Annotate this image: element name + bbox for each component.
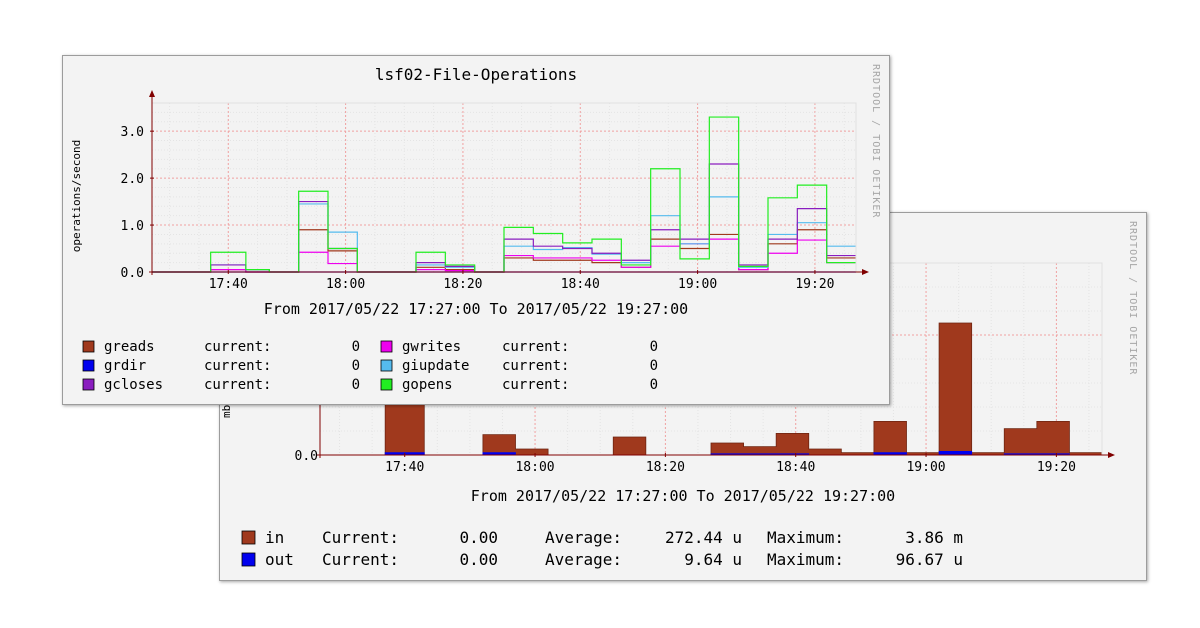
legend-current-label: current: (204, 339, 271, 355)
file-operations-graph-panel: lsf02-File-Operations RRDTOOL / TOBI OET… (62, 55, 890, 405)
x-axis-arrow (862, 269, 869, 275)
legend-name: greads (104, 339, 155, 355)
watermark: RRDTOOL / TOBI OETIKER (870, 64, 881, 218)
legend-swatch (380, 340, 393, 353)
time-range: From 2017/05/22 17:27:00 To 2017/05/22 1… (471, 487, 895, 505)
legend-swatch (82, 340, 95, 353)
y-tick-label: 3.0 (121, 125, 144, 140)
chart-title: lsf02-File-Operations (375, 65, 577, 84)
x-tick-label: 19:20 (1037, 460, 1076, 475)
legend-name: grdir (104, 358, 146, 374)
legend-current-label: Current: (322, 528, 399, 547)
legend-current-label: current: (204, 358, 271, 374)
legend-name: out (265, 550, 294, 569)
legend: greads current: 0 grdir current: 0 gcloses curr… (82, 339, 658, 393)
x-tick-label: 19:20 (795, 277, 834, 292)
x-tick-label: 18:00 (515, 460, 554, 475)
x-tick-label: 19:00 (678, 277, 717, 292)
legend-swatch (82, 359, 95, 372)
legend-current-label: Current: (322, 550, 399, 569)
x-tick-label: 18:40 (561, 277, 600, 292)
x-tick-label: 17:40 (385, 460, 424, 475)
x-tick-label: 18:20 (443, 277, 482, 292)
legend-swatch (380, 359, 393, 372)
legend-current-value: 0.00 (459, 550, 498, 569)
legend: in Current: 0.00 Average: 272.44 u Maximum: 3.… (241, 528, 963, 569)
legend-current-label: current: (204, 377, 271, 393)
legend-current-value: 0 (352, 358, 360, 374)
legend-maximum-value: 96.67 u (896, 550, 963, 569)
legend-current-value: 0 (650, 339, 658, 355)
file-operations-graph: lsf02-File-Operations RRDTOOL / TOBI OET… (70, 64, 881, 393)
x-tick-label: 17:40 (209, 277, 248, 292)
legend-current-value: 0 (352, 339, 360, 355)
legend-name: gopens (402, 377, 453, 393)
y-tick-label: 1.0 (121, 219, 144, 234)
x-axis-arrow (1108, 452, 1115, 458)
y-axis-label: mb (220, 405, 233, 418)
legend-average-label: Average: (545, 550, 622, 569)
legend-current-label: current: (502, 339, 569, 355)
axes: 17:40 18:00 18:20 18:40 19:00 19:20 0.0 1.0 2.0 3… (121, 90, 869, 292)
legend-maximum-label: Maximum: (767, 528, 844, 547)
legend-swatch (82, 378, 95, 391)
legend-swatch (380, 378, 393, 391)
legend-name: gcloses (104, 377, 163, 393)
legend-current-value: 0 (352, 377, 360, 393)
y-axis-arrow (149, 90, 155, 97)
x-tick-label: 18:20 (646, 460, 685, 475)
legend-current-value: 0 (650, 377, 658, 393)
legend-name: giupdate (402, 358, 469, 374)
time-range: From 2017/05/22 17:27:00 To 2017/05/22 1… (264, 300, 688, 318)
legend-current-label: current: (502, 377, 569, 393)
y-tick-label: 0.0 (295, 449, 318, 464)
watermark: RRDTOOL / TOBI OETIKER (1127, 221, 1138, 375)
legend-maximum-value: 3.86 m (905, 528, 963, 547)
y-axis-label: operations/second (70, 140, 83, 253)
y-tick-label: 2.0 (121, 172, 144, 187)
legend-current-value: 0 (650, 358, 658, 374)
legend-average-label: Average: (545, 528, 622, 547)
legend-name: in (265, 528, 284, 547)
series-area-in (320, 322, 1103, 456)
legend-swatch (241, 530, 256, 545)
legend-swatch (241, 552, 256, 567)
legend-average-value: 9.64 u (684, 550, 742, 569)
legend-current-label: current: (502, 358, 569, 374)
x-tick-label: 19:00 (906, 460, 945, 475)
x-tick-label: 18:00 (326, 277, 365, 292)
x-tick-label: 18:40 (776, 460, 815, 475)
y-tick-label: 0.0 (121, 266, 144, 281)
legend-average-value: 272.44 u (665, 528, 742, 547)
legend-maximum-label: Maximum: (767, 550, 844, 569)
legend-current-value: 0.00 (459, 528, 498, 547)
legend-name: gwrites (402, 339, 461, 355)
